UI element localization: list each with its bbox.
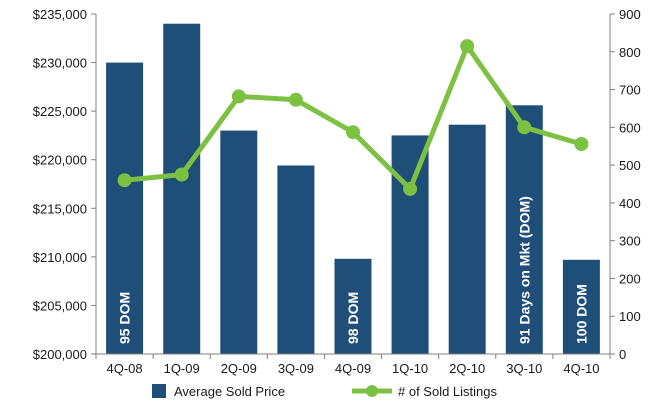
x-tick-label: 3Q-10 xyxy=(506,361,542,376)
legend-swatch-marker xyxy=(366,385,378,397)
sold-listings-point-3Q-09 xyxy=(288,92,303,107)
legend-label-line: # of Sold Listings xyxy=(398,384,498,399)
bar-2Q-10 xyxy=(448,124,486,354)
right-tick-label: 800 xyxy=(619,45,641,60)
sold-listings-point-4Q-09 xyxy=(346,125,360,140)
right-tick-label: 600 xyxy=(619,120,641,135)
x-tick-label: 1Q-09 xyxy=(164,361,200,376)
bar-label-4Q-10: 100 DOM xyxy=(573,284,589,344)
bar-2Q-09 xyxy=(220,130,258,354)
left-tick-label: $210,000 xyxy=(33,250,87,265)
x-tick-label: 1Q-10 xyxy=(392,361,428,376)
line-series xyxy=(117,39,589,196)
legend: Average Sold Price # of Sold Listings xyxy=(152,384,498,399)
sold-listings-point-1Q-09 xyxy=(174,167,189,182)
axes xyxy=(91,13,615,359)
bar-label-4Q-09: 98 DOM xyxy=(345,292,361,344)
sold-listings-point-3Q-10 xyxy=(517,120,532,135)
right-tick-label: 300 xyxy=(619,234,641,249)
left-tick-label: $225,000 xyxy=(33,104,87,119)
right-tick-label: 200 xyxy=(619,271,641,286)
right-tick-label: 100 xyxy=(619,309,641,324)
left-tick-label: $230,000 xyxy=(33,56,87,71)
x-tick-label: 2Q-10 xyxy=(449,361,485,376)
left-tick-label: $205,000 xyxy=(33,298,87,313)
left-tick-label: $220,000 xyxy=(33,153,87,168)
sold-listings-point-4Q-10 xyxy=(574,137,589,151)
right-axis-ticks: 0 100 200 300 400 500 600 700 800 900 xyxy=(619,7,641,362)
legend-label-bar: Average Sold Price xyxy=(174,384,285,399)
right-tick-label: 400 xyxy=(619,196,641,211)
sold-listings-point-1Q-10 xyxy=(403,181,418,196)
sold-listings-point-4Q-08 xyxy=(117,173,132,188)
bar-1Q-10 xyxy=(391,135,429,354)
bar-4Q-09 xyxy=(334,258,372,354)
right-tick-label: 700 xyxy=(619,83,641,98)
legend-swatch-bar xyxy=(152,384,166,398)
x-tick-label: 3Q-09 xyxy=(278,361,314,376)
x-axis-ticks: 4Q-08 1Q-09 2Q-09 3Q-09 4Q-09 1Q-10 2Q-10 3Q-10… xyxy=(106,361,599,376)
right-tick-label: 900 xyxy=(619,7,641,22)
bar-3Q-10 xyxy=(505,105,543,354)
left-axis-ticks: $200,000 $205,000 $210,000 $215,000 $220,000… xyxy=(33,7,87,362)
right-tick-label: 0 xyxy=(619,347,626,362)
left-tick-label: $215,000 xyxy=(33,201,87,216)
bar-3Q-09 xyxy=(277,165,315,354)
bar-4Q-08 xyxy=(106,62,144,354)
x-tick-label: 2Q-09 xyxy=(221,361,257,376)
bar-4Q-10 xyxy=(562,259,600,354)
bar-series xyxy=(106,23,600,354)
bar-labels: 95 DOM 98 DOM 91 Days on Mkt (DOM) 100 DOM xyxy=(117,196,590,344)
sold-listings-point-2Q-10 xyxy=(460,39,475,54)
x-tick-label: 4Q-08 xyxy=(106,361,142,376)
bar-label-4Q-08: 95 DOM xyxy=(117,292,133,344)
sold-listings-point-2Q-09 xyxy=(231,89,246,104)
bar-1Q-09 xyxy=(163,23,201,354)
right-tick-label: 500 xyxy=(619,158,641,173)
x-tick-label: 4Q-09 xyxy=(335,361,371,376)
left-tick-label: $235,000 xyxy=(33,7,87,22)
left-tick-label: $200,000 xyxy=(33,347,87,362)
bar-label-3Q-10: 91 Days on Mkt (DOM) xyxy=(516,196,532,344)
x-tick-label: 4Q-10 xyxy=(563,361,599,376)
